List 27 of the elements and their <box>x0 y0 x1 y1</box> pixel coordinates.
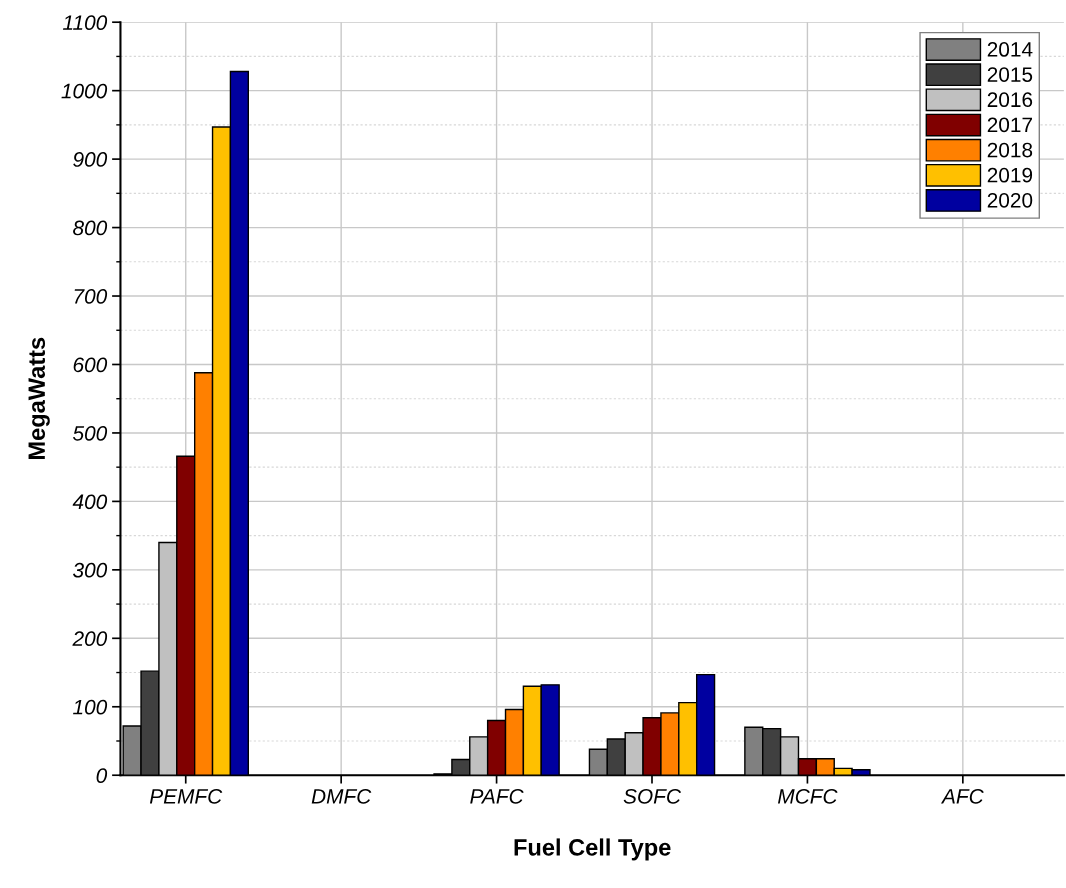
y-tick-label: 900 <box>73 152 108 167</box>
legend-label: 2018 <box>987 142 1033 158</box>
y-tick-label: 500 <box>72 425 108 441</box>
y-tick-label: 200 <box>72 631 108 647</box>
y-tick-label: 800 <box>73 220 108 236</box>
y-tick-label: 0 <box>96 768 108 783</box>
y-tick-label: 600 <box>73 357 108 373</box>
x-tick-label: MCFC <box>777 788 838 804</box>
x-tick-label: DMFC <box>311 788 372 804</box>
y-tick-label: 1000 <box>61 83 108 99</box>
legend-label: 2014 <box>987 42 1033 57</box>
legend-label: 2015 <box>987 67 1033 82</box>
x-axis-title: Fuel Cell Type <box>514 838 671 861</box>
x-tick-label: AFC <box>940 788 984 804</box>
y-tick-label: 300 <box>73 562 108 578</box>
legend-label: 2020 <box>987 192 1033 208</box>
legend-label: 2019 <box>987 167 1033 183</box>
y-tick-label: 100 <box>73 699 108 715</box>
y-tick-label: 1100 <box>63 15 108 30</box>
x-tick-label: PEMFC <box>149 788 223 804</box>
x-tick-label: SOFC <box>623 788 682 804</box>
legend-label: 2017 <box>987 117 1033 133</box>
x-tick-label: PAFC <box>470 788 524 804</box>
y-axis-title: MegaWatts <box>28 337 50 459</box>
legend-label: 2016 <box>987 92 1033 108</box>
y-tick-label: 400 <box>72 494 108 510</box>
y-tick-label: 700 <box>74 289 108 304</box>
